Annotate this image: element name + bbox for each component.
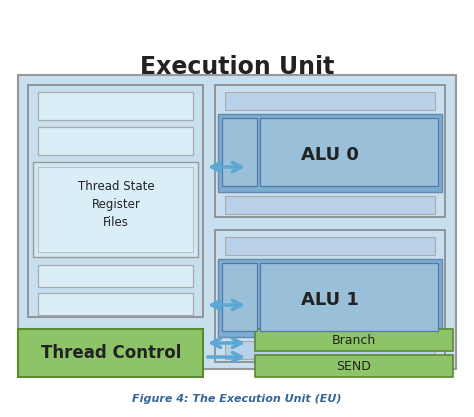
Bar [218, 259, 442, 337]
Bar [222, 263, 257, 331]
Bar [225, 196, 435, 214]
Text: Thread Control: Thread Control [41, 344, 181, 362]
Bar [218, 114, 442, 192]
Bar [38, 265, 193, 287]
Bar [222, 118, 257, 186]
Bar [215, 85, 445, 217]
Bar [225, 341, 435, 359]
Bar [33, 162, 198, 257]
Bar [260, 263, 438, 331]
Bar [38, 127, 193, 155]
Bar [255, 329, 453, 351]
Bar [260, 118, 438, 186]
Text: Branch: Branch [332, 334, 376, 347]
Bar [28, 85, 203, 317]
Text: ALU 0: ALU 0 [301, 146, 359, 164]
Bar [18, 329, 203, 377]
Bar [38, 92, 193, 120]
Bar [225, 92, 435, 110]
Bar [215, 230, 445, 362]
Bar [18, 75, 456, 369]
Bar [255, 355, 453, 377]
Bar [225, 237, 435, 255]
Bar [38, 293, 193, 315]
Text: Figure 4: The Execution Unit (EU): Figure 4: The Execution Unit (EU) [132, 394, 342, 404]
Text: Thread State
Register
Files: Thread State Register Files [78, 179, 155, 229]
Text: SEND: SEND [337, 359, 372, 372]
Text: Execution Unit: Execution Unit [140, 55, 334, 79]
Text: ALU 1: ALU 1 [301, 291, 359, 309]
Bar [38, 167, 193, 252]
